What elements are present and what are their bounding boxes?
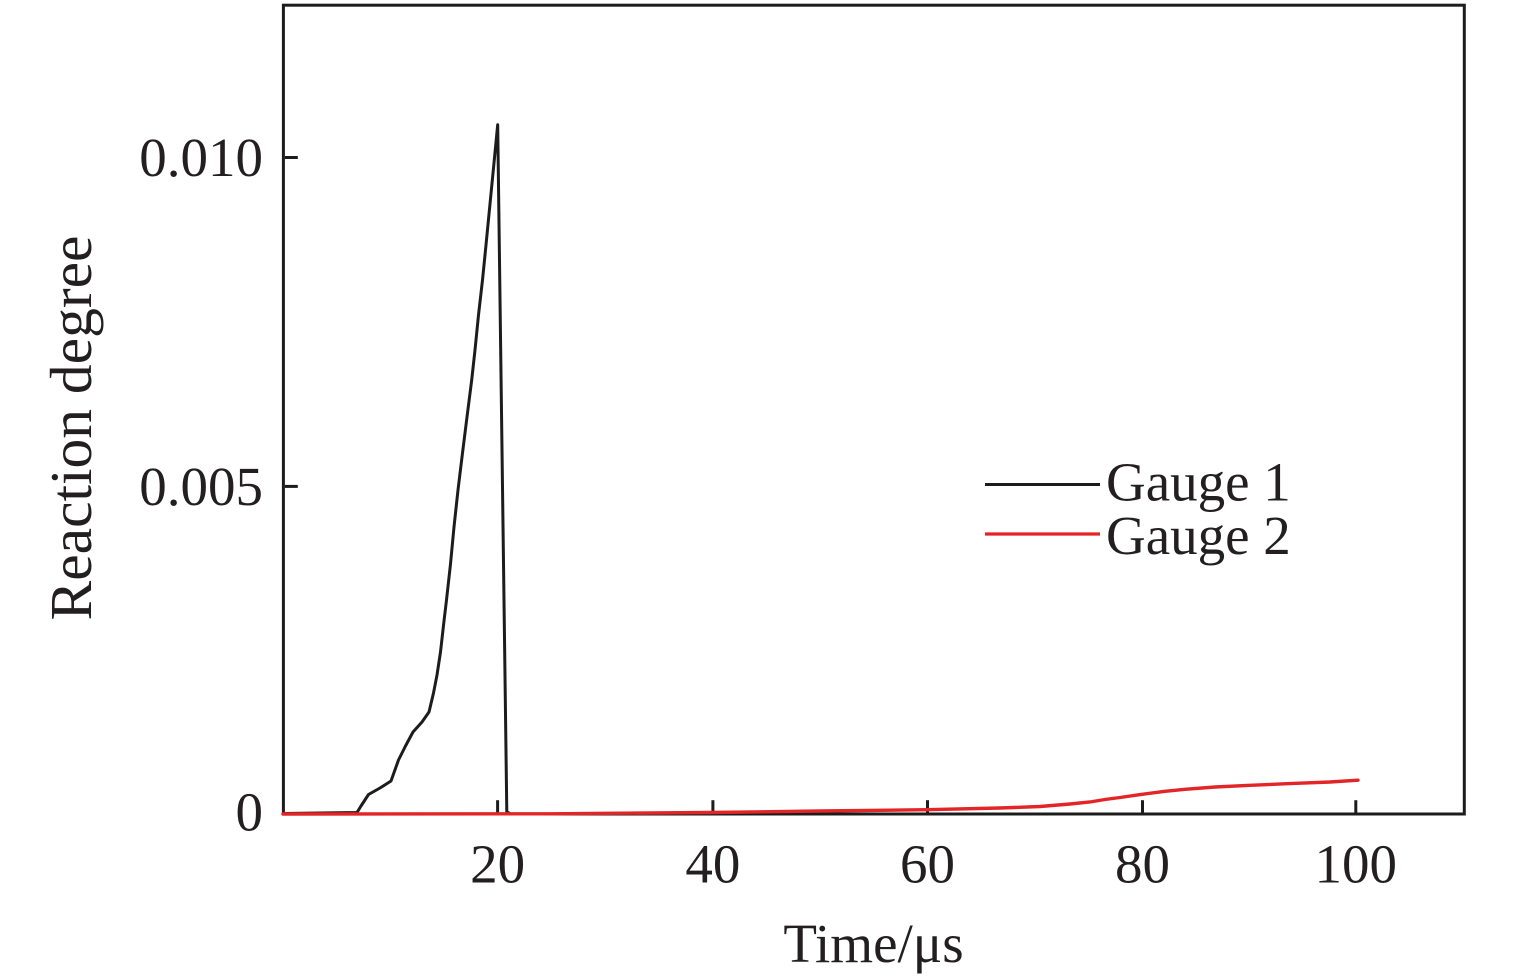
- svg-text:80: 80: [1115, 834, 1170, 895]
- svg-text:20: 20: [470, 834, 525, 895]
- svg-text:Gauge 1: Gauge 1: [1106, 452, 1291, 513]
- svg-text:0: 0: [236, 782, 264, 843]
- svg-text:Time/μs: Time/μs: [783, 913, 963, 974]
- svg-text:40: 40: [685, 834, 740, 895]
- svg-text:0.005: 0.005: [139, 456, 263, 517]
- svg-text:Reaction degree: Reaction degree: [38, 236, 104, 621]
- svg-text:0.010: 0.010: [139, 127, 263, 188]
- svg-text:Gauge 2: Gauge 2: [1106, 505, 1291, 566]
- svg-text:100: 100: [1315, 834, 1398, 895]
- svg-text:60: 60: [900, 834, 955, 895]
